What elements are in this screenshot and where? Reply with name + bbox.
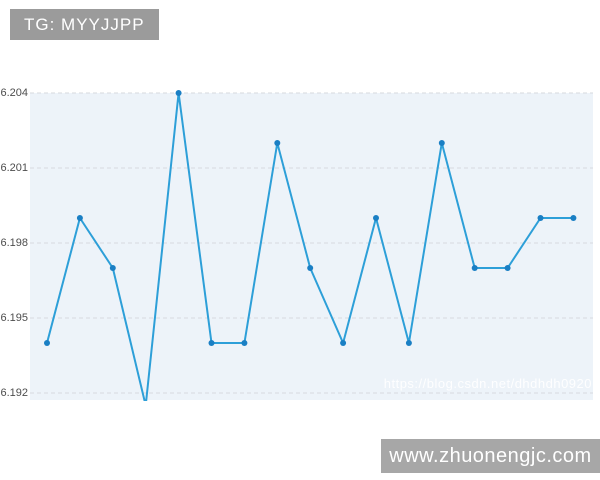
footer-url-text: www.zhuonengjc.com (389, 444, 592, 467)
y-axis-tick-label: 6.198 (0, 237, 28, 249)
y-axis-tick-label: 6.195 (0, 312, 28, 324)
footer-banner: www.zhuonengjc.com (381, 439, 600, 473)
y-axis-tick-label: 6.204 (0, 87, 28, 99)
watermark-text: https://blog.csdn.net/dhdhdh0920 (383, 376, 592, 391)
chart-title-badge: TG: MYYJJPP (10, 9, 159, 40)
y-axis-tick-label: 6.192 (0, 387, 28, 399)
chart-title-text: TG: MYYJJPP (24, 14, 145, 34)
y-axis-tick-label: 6.201 (0, 162, 28, 174)
